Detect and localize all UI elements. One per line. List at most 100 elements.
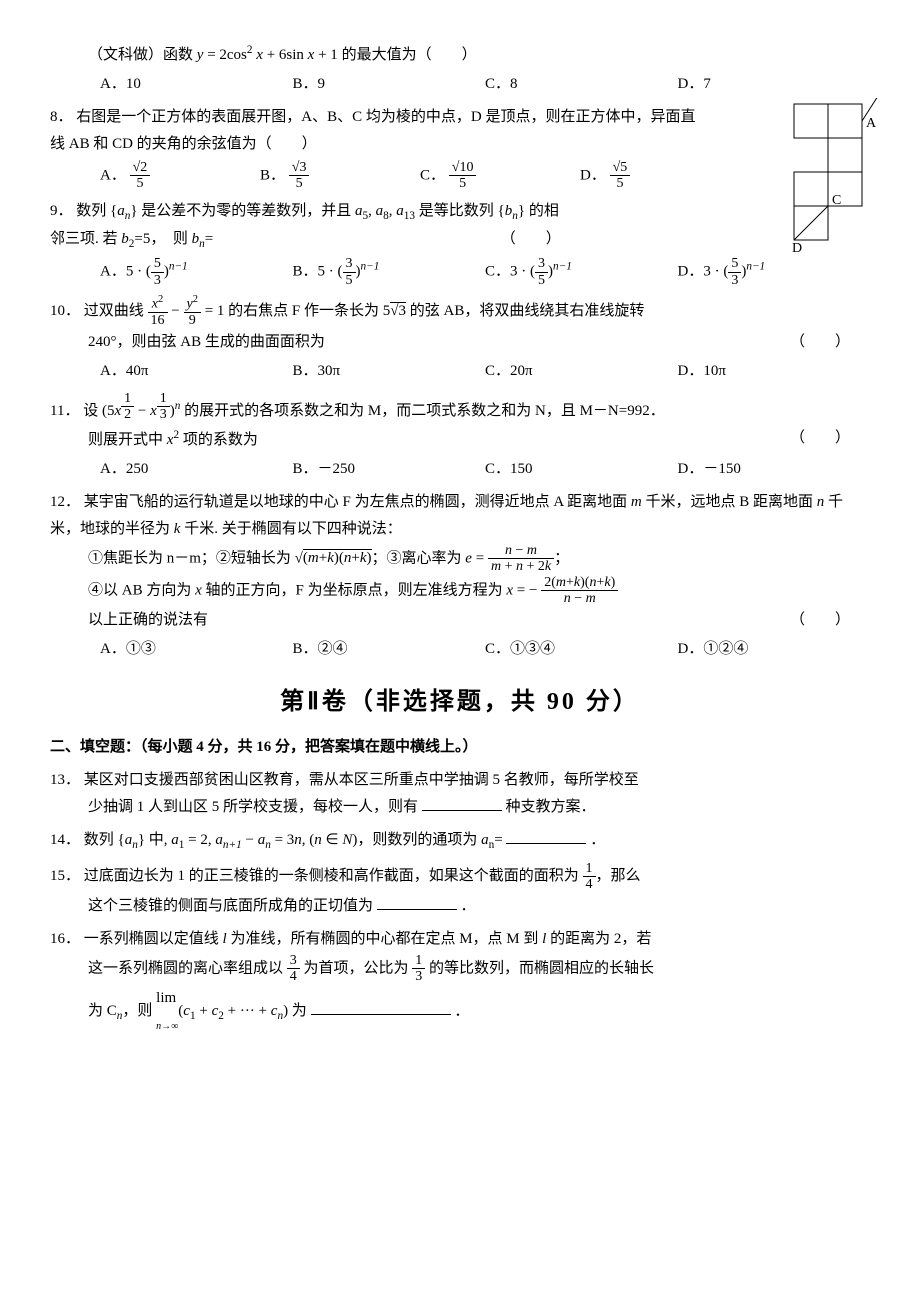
q9-b-num: 3 (343, 256, 356, 272)
q8-a-den: 5 (130, 176, 151, 191)
q12-line1: 12． 某宇宙飞船的运行轨道是以地球的中心 F 为左焦点的椭圆，测得近地点 A … (50, 489, 870, 543)
q11-line2: 则展开式中 x2 项的系数为 （ ） (88, 425, 870, 454)
q11-text: 设 (5x12 − x13)n 的展开式的各项系数之和为 M，而二项式系数之和为… (83, 403, 665, 419)
q9-line1: 9． 数列 {an} 是公差不为零的等差数列，并且 a5, a8, a13 是等… (50, 198, 710, 226)
q9-opt-c: C．3 · (35)n−1 (485, 256, 678, 288)
q12-opt-c: C．①③④ (485, 636, 678, 663)
q16-text3: 为 Cn，则 limn→∞(c1 + c2 + ··· + cn) 为 (88, 1003, 307, 1019)
q12-stmt2: ④以 AB 方向为 x 轴的正方向，F 为坐标原点，则左准线方程为 x = − … (88, 575, 870, 607)
q7-prefix: （文科做）函数 (88, 47, 197, 63)
q12-text: 某宇宙飞船的运行轨道是以地球的中心 F 为左焦点的椭圆，测得近地点 A 距离地面… (50, 494, 843, 537)
q9-d-den: 3 (728, 273, 741, 288)
q12-num: 12． (50, 489, 80, 516)
q13-line2: 少抽调 1 人到山区 5 所学校支援，每校一人，则有 种支教方案． (88, 794, 870, 821)
q7-opt-a: A．10 (100, 71, 293, 98)
q12-options: A．①③ B．②④ C．①③④ D．①②④ (100, 636, 870, 663)
q16-line2: 这一系列椭圆的离心率组成以 34 为首项，公比为 13 的等比数列，而椭圆相应的… (88, 953, 870, 985)
q10-num: 10． (50, 298, 80, 325)
q10-opt-c: C．20π (485, 358, 678, 385)
q9-text: 数列 {an} 是公差不为零的等差数列，并且 a5, a8, a13 是等比数列… (76, 203, 559, 219)
q14-text: 数列 {an} 中, a1 = 2, an+1 − an = 3n, (n ∈ … (84, 832, 503, 848)
q8-opt-d: D． √55 (580, 160, 740, 192)
q9-a-den: 3 (151, 273, 164, 288)
q16-line3: 为 Cn，则 limn→∞(c1 + c2 + ··· + cn) 为 ． (88, 985, 870, 1039)
q7-opt-d: D．7 (678, 71, 871, 98)
q9-b-den: 5 (343, 273, 356, 288)
q11-options: A．250 B．－250 C．150 D．－150 (100, 456, 870, 483)
q8-c-label: C． (420, 167, 445, 183)
q9-opt-b: B．5 · (35)n−1 (293, 256, 486, 288)
q8-d-den: 5 (610, 176, 631, 191)
q12-opt-a: A．①③ (100, 636, 293, 663)
q8-num: 8． (50, 104, 73, 131)
q7-opt-c: C．8 (485, 71, 678, 98)
q7-options: A．10 B．9 C．8 D．7 (100, 71, 870, 98)
section-2-title: 第Ⅱ卷（非选择题，共 90 分） (50, 681, 870, 724)
q8-opt-b: B． √35 (260, 160, 420, 192)
q8-opt-a: A． √25 (100, 160, 260, 192)
question-9: 9． 数列 {an} 是公差不为零的等差数列，并且 a5, a8, a13 是等… (50, 198, 870, 288)
q10-opt-b: B．30π (293, 358, 486, 385)
q11-num: 11． (50, 398, 79, 425)
q8-body: 8． 右图是一个正方体的表面展开图，A、B、C 均为棱的中点，D 是顶点，则在正… (50, 104, 710, 158)
question-14: 14． 数列 {an} 中, a1 = 2, an+1 − an = 3n, (… (50, 827, 870, 855)
q8-a-num: √2 (130, 160, 151, 176)
question-8: 8． 右图是一个正方体的表面展开图，A、B、C 均为棱的中点，D 是顶点，则在正… (50, 104, 870, 192)
q8-b-den: 5 (289, 176, 310, 191)
q9-c-num: 3 (535, 256, 548, 272)
section-2-sub: 二、填空题：（每小题 4 分，共 16 分，把答案填在题中横线上。） (50, 734, 870, 761)
q10-opt-d: D．10π (678, 358, 871, 385)
q9-opt-d: D．3 · (53)n−1 (678, 256, 871, 288)
q12-paren: （ ） (790, 607, 850, 634)
q9-d-exp: n−1 (746, 261, 765, 273)
q12-text3: 以上正确的说法有 (88, 612, 208, 628)
q10-text: 过双曲线 x216 − y29 = 1 的右焦点 F 作一条长为 5√3 的弦 … (84, 303, 645, 319)
q9-a-num: 5 (151, 256, 164, 272)
question-10: 10． 过双曲线 x216 − y29 = 1 的右焦点 F 作一条长为 5√3… (50, 294, 870, 384)
q8-d-label: D． (580, 167, 606, 183)
q11-opt-c: C．150 (485, 456, 678, 483)
q13-num: 13． (50, 767, 80, 794)
q9-c-den: 5 (535, 273, 548, 288)
q16-text: 一系列椭圆以定值线 l 为准线，所有椭圆的中心都在定点 M，点 M 到 l 的距… (84, 931, 652, 947)
q16-blank[interactable] (311, 999, 451, 1015)
q9-line2: 邻三项. 若 b2=5， 则 bn= （ ） (50, 226, 870, 254)
q9-a-exp: n−1 (169, 261, 188, 273)
q10-line1: 10． 过双曲线 x216 − y29 = 1 的右焦点 F 作一条长为 5√3… (50, 294, 870, 328)
question-15: 15． 过底面边长为 1 的正三棱锥的一条侧棱和高作截面，如果这个截面的面积为 … (50, 861, 870, 920)
q9-a-p: A．5 · (100, 264, 142, 280)
q9-num: 9． (50, 198, 73, 225)
q11-paren: （ ） (790, 425, 850, 452)
q12-opt-d: D．①②④ (678, 636, 871, 663)
q9-d-p: D．3 · (678, 264, 720, 280)
question-13: 13． 某区对口支援西部贫困山区教育，需从本区三所重点中学抽调 5 名教师，每所… (50, 767, 870, 821)
q11-opt-b: B．－250 (293, 456, 486, 483)
q14-blank[interactable] (506, 828, 586, 844)
q11-line1: 11． 设 (5x12 − x13)n 的展开式的各项系数之和为 M，而二项式系… (50, 391, 870, 425)
question-16: 16． 一系列椭圆以定值线 l 为准线，所有椭圆的中心都在定点 M，点 M 到 … (50, 926, 870, 1039)
q7-text: （文科做）函数 y = 2cos2 x + 6sin x + 1 的最大值为（ … (88, 40, 870, 69)
q10-text2: 240°，则由弦 AB 生成的曲面面积为 (88, 334, 325, 350)
question-12: 12． 某宇宙飞船的运行轨道是以地球的中心 F 为左焦点的椭圆，测得近地点 A … (50, 489, 870, 663)
q7-formula: y = 2cos2 x + 6sin x + 1 (197, 47, 338, 63)
q16-period: ． (454, 1003, 469, 1019)
q8-a-label: A． (100, 167, 126, 183)
q9-text2: 邻三项. 若 b2=5， 则 bn= (50, 231, 213, 247)
q12-stmt1: ①焦距长为 n－m；②短轴长为 √(m+k)(n+k)；③离心率为 e = n … (88, 543, 870, 575)
q9-opt-a: A．5 · (53)n−1 (100, 256, 293, 288)
q15-num: 15． (50, 863, 80, 890)
q8-options: A． √25 B． √35 C． √105 D． √55 (100, 160, 740, 192)
q13-blank[interactable] (422, 795, 502, 811)
q13-text1: 某区对口支援西部贫困山区教育，需从本区三所重点中学抽调 5 名教师，每所学校至 (84, 772, 639, 788)
q12-opt-b: B．②④ (293, 636, 486, 663)
q12-stmt3: 以上正确的说法有 （ ） (88, 607, 870, 634)
q8-opt-c: C． √105 (420, 160, 580, 192)
q16-num: 16． (50, 926, 80, 953)
q8-b-num: √3 (289, 160, 310, 176)
q8-text: 右图是一个正方体的表面展开图，A、B、C 均为棱的中点，D 是顶点，则在正方体中… (50, 109, 695, 152)
q10-paren: （ ） (790, 329, 850, 356)
q11-opt-d: D．－150 (678, 456, 871, 483)
q15-blank[interactable] (377, 894, 457, 910)
q8-b-label: B． (260, 167, 285, 183)
q8-d-num: √5 (610, 160, 631, 176)
